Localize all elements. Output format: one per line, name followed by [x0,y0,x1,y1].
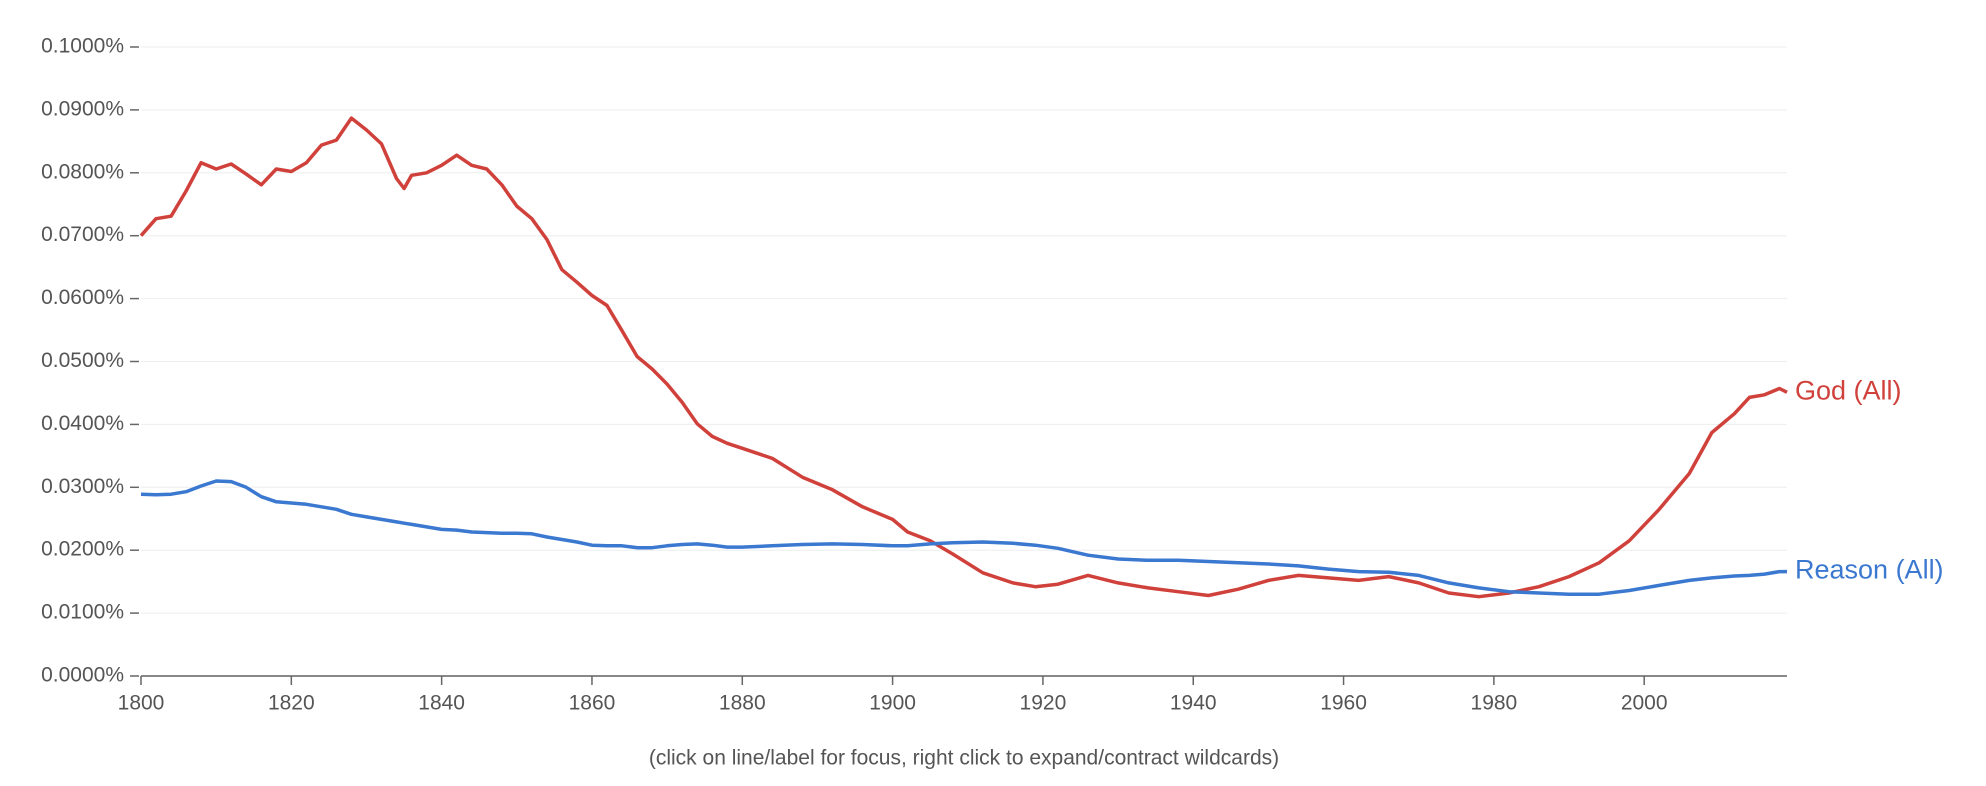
y-tick-label: 0.0800% [41,160,124,183]
y-tick-label: 0.1000% [41,35,124,58]
footnote: (click on line/label for focus, right cl… [649,747,1279,770]
x-tick-label: 1800 [118,692,165,715]
y-tick-label: 0.0400% [41,412,124,435]
x-tick-label: 1900 [869,692,916,715]
x-tick-label: 1920 [1020,692,1067,715]
line[interactable] [139,116,1788,599]
y-tick-label: 0.0100% [41,601,124,624]
x-tick-label: 1940 [1170,692,1217,715]
series-label[interactable]: God (All) [1795,375,1902,405]
x-tick-label: 1840 [418,692,465,715]
y-tick-label: 0.0200% [41,538,124,561]
y-tick-label: 0.0700% [41,223,124,246]
y-tick-label: 0.0900% [41,97,124,120]
y-tick-label: 0.0300% [41,475,124,498]
series-label[interactable]: Reason (All) [1795,555,1944,585]
x-tick-label: 1820 [268,692,315,715]
x-tick-label: 1880 [719,692,766,715]
y-tick-label: 0.0500% [41,349,124,372]
x-tick-label: 1960 [1320,692,1367,715]
y-tick-label: 0.0000% [41,664,124,687]
y-tick-label: 0.0600% [41,286,124,309]
x-tick-label: 1860 [569,692,616,715]
x-tick-label: 1980 [1471,692,1518,715]
x-tick-label: 2000 [1621,692,1668,715]
line[interactable] [140,479,1787,596]
